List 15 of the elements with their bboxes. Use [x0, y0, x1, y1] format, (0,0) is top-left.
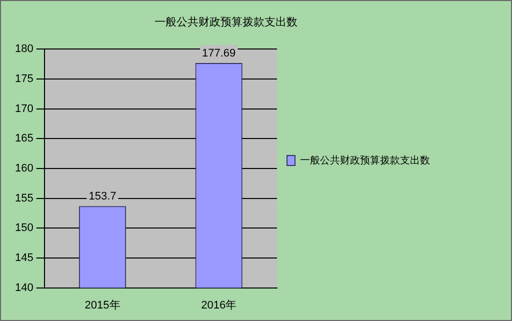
- y-tick-label: 160: [14, 162, 34, 175]
- y-tick-label: 155: [14, 192, 34, 204]
- x-tick-label: 2015年: [84, 299, 120, 312]
- chart-title: 一般公共财政预算拨款支出数: [154, 16, 298, 29]
- y-tick-label: 145: [14, 252, 34, 264]
- y-tick-label: 175: [14, 73, 34, 86]
- y-tick-label: 180: [14, 43, 34, 56]
- data-label: 153.7: [88, 190, 116, 203]
- y-tick-label: 150: [14, 222, 34, 234]
- y-tick-label: 170: [14, 102, 34, 115]
- legend-label: 一般公共财政预算拨款支出数: [300, 154, 430, 166]
- data-label: 177.69: [202, 48, 236, 60]
- y-tick-label: 165: [14, 132, 34, 145]
- x-tick-label: 2016年: [201, 299, 237, 312]
- y-tick-label: 140: [14, 282, 34, 294]
